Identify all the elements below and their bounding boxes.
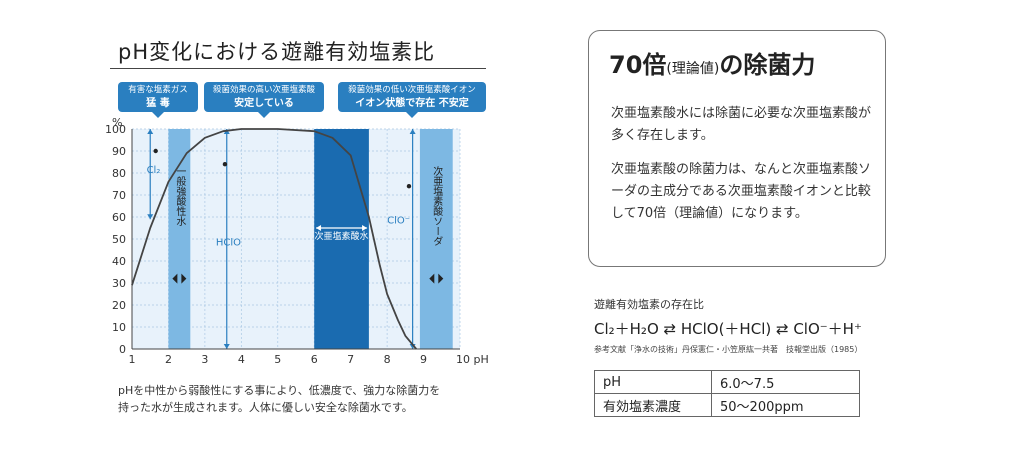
callout-clo-line1: 殺菌効果の低い次亜塩素酸イオン: [348, 85, 476, 95]
y-tick-label: 20: [112, 299, 126, 312]
band-label: 次亜塩素酸ソーダ: [431, 165, 443, 246]
y-tick-label: 10: [112, 321, 126, 334]
info-title-main: 70倍: [609, 51, 667, 79]
band-label: 次亜塩素酸水: [315, 230, 369, 242]
region-label: HClO: [216, 238, 241, 249]
spec-label-chlorine: 有効塩素濃度: [594, 393, 712, 417]
callout-hypochlorous-acid: 殺菌効果の高い次亜塩素酸 安定している: [204, 82, 324, 118]
spec-value-ph: 6.0～7.5: [711, 370, 860, 394]
arrow-hclo-head-bottom: [223, 344, 230, 349]
y-tick-label: 30: [112, 277, 126, 290]
series-line-hclo: [131, 128, 417, 350]
x-tick-label: 2: [165, 353, 172, 366]
region-label: Cl₂: [147, 165, 161, 176]
band-1: [168, 129, 191, 349]
x-tick-label: 8: [384, 353, 391, 366]
marker-dot: [222, 162, 228, 167]
region-label: ClO⁻: [387, 216, 410, 227]
marker-dot: [153, 148, 158, 154]
info-paragraph-2: 次亜塩素酸の除菌力は、なんと次亜塩素酸ソーダの主成分である次亜塩素酸イオンと比較…: [611, 162, 872, 221]
info-paragraph-1: 次亜塩素酸水には除菌に必要な次亜塩素酸が多く存在します。: [611, 106, 872, 143]
equilibrium-equation: Cl₂＋H₂O ⇄ HClO(＋HCl) ⇄ ClO⁻＋H⁺: [594, 320, 862, 338]
y-tick-label: 60: [112, 211, 126, 224]
y-tick-label: 90: [112, 145, 126, 158]
band-3: [419, 129, 453, 349]
y-tick-label: 100: [105, 123, 126, 136]
x-tick-label: 5: [274, 353, 281, 366]
arrow-acid-water-head-right: [362, 225, 368, 231]
caption-line-2: 持った水が生成されます。人体に優しい安全な除菌水です。: [118, 401, 413, 414]
x-tick-label: 10 pH: [456, 353, 489, 366]
equation-label: 遊離有効塩素の存在比: [594, 298, 704, 311]
table-row: 有効塩素濃度 50～200ppm: [594, 393, 860, 417]
y-tick-label: 70: [112, 189, 126, 202]
chart-title: pH変化における遊離有効塩素比: [118, 40, 436, 64]
spec-value-chlorine: 50～200ppm: [711, 393, 860, 417]
x-tick-label: 1: [129, 353, 136, 366]
x-tick-label: 3: [201, 353, 208, 366]
spec-table: pH 6.0～7.5 有効塩素濃度 50～200ppm: [594, 370, 860, 417]
x-tick-label: 7: [347, 353, 354, 366]
spec-label-ph: pH: [594, 370, 712, 394]
reference-citation: 参考文献「浄水の技術」丹保憲仁・小笠原紘一共著 技報堂出版（1985）: [594, 345, 863, 354]
band-label: 一般強酸性水: [174, 166, 186, 226]
band-marker: [429, 273, 444, 284]
callout-hypochlorite-ion: 殺菌効果の低い次亜塩素酸イオン イオン状態で存在 不安定: [338, 82, 486, 118]
info-box-title: 70倍(理論値)の除菌力: [609, 45, 815, 80]
callout-chlorine-gas: 有害な塩素ガス 猛 毒: [118, 82, 198, 118]
y-tick-label: 80: [112, 167, 126, 180]
x-tick-label: 9: [420, 353, 427, 366]
info-title-suffix: の除菌力: [719, 51, 816, 79]
table-row: pH 6.0～7.5: [594, 370, 860, 394]
callout-hclo-line2: 安定している: [234, 98, 294, 109]
sterilization-info-box: 70倍(理論値)の除菌力 次亜塩素酸水には除菌に必要な次亜塩素酸が多く存在します…: [588, 30, 886, 267]
caption-line-1: pHを中性から弱酸性にする事により、低濃度で、強力な除菌力を: [118, 384, 441, 397]
callout-hclo-line1: 殺菌効果の高い次亜塩素酸: [212, 85, 315, 95]
band-marker: [172, 273, 187, 284]
y-tick-label: 0: [119, 343, 126, 356]
arrow-clo-head-top: [409, 129, 416, 134]
marker-dot: [406, 184, 412, 189]
y-tick-label: 40: [112, 255, 126, 268]
arrow-acid-water-head-left: [316, 225, 322, 231]
y-tick-label: 50: [112, 233, 126, 246]
title-underline: [110, 68, 486, 69]
chart-caption: pHを中性から弱酸性にする事により、低濃度で、強力な除菌力を 持った水が生成され…: [118, 382, 440, 416]
arrow-cl2-head-top: [147, 129, 154, 134]
callout-chlorine-line1: 有害な塩素ガス: [128, 85, 188, 95]
y-axis-unit: %: [112, 116, 122, 129]
arrow-cl2-head-bottom: [147, 214, 154, 220]
band-2: [314, 129, 369, 349]
x-tick-label: 6: [311, 353, 318, 366]
callout-clo-line2: イオン状態で存在 不安定: [355, 98, 469, 109]
callout-chlorine-line2: 猛 毒: [146, 98, 170, 109]
info-title-small: (理論値): [666, 61, 720, 77]
x-tick-label: 4: [238, 353, 245, 366]
